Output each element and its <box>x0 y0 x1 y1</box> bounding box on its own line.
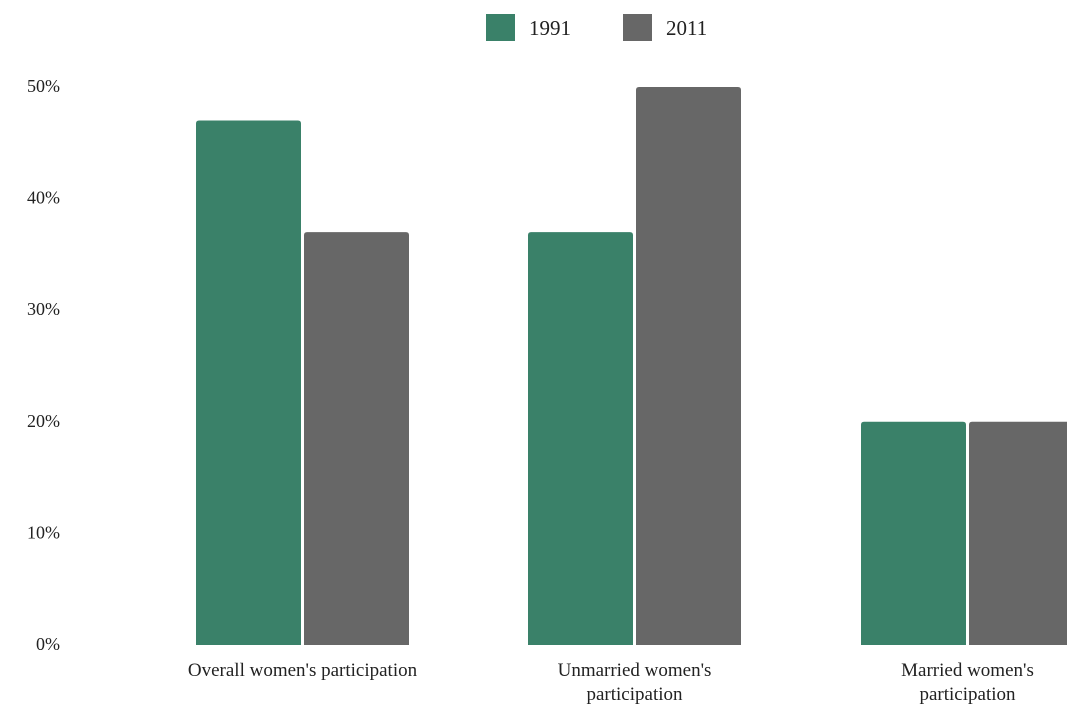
y-tick-label: 40% <box>27 188 60 208</box>
x-tick-label: Married women's <box>901 660 1034 681</box>
legend-label: 2011 <box>666 16 707 40</box>
y-tick-label: 20% <box>27 411 60 431</box>
legend-item-1991: 1991 <box>486 14 571 41</box>
bar-1991-3 <box>861 421 966 645</box>
legend-swatch <box>623 14 652 41</box>
bar-group <box>196 87 1067 646</box>
bar-1991-1 <box>196 120 301 646</box>
y-tick-label: 30% <box>27 299 60 319</box>
x-tick-label: Overall women's participation <box>188 660 418 681</box>
y-tick-label: 10% <box>27 522 60 542</box>
bar-1991-2 <box>528 232 633 645</box>
x-axis: Overall women's participation Unmarried w… <box>188 660 1034 705</box>
bar-2011-3 <box>969 421 1067 645</box>
legend-swatch <box>486 14 515 41</box>
bar-2011-1 <box>304 232 409 645</box>
x-tick-label: participation <box>586 684 683 705</box>
y-axis: 0% 10% 20% 30% 40% 50% <box>27 76 60 654</box>
x-tick-label: Unmarried women's <box>558 660 712 681</box>
legend-item-2011: 2011 <box>623 14 707 41</box>
y-tick-label: 0% <box>36 634 60 654</box>
bar-2011-2 <box>636 87 741 645</box>
legend-label: 1991 <box>529 16 571 40</box>
chart-legend: 1991 2011 <box>486 14 707 41</box>
y-tick-label: 50% <box>27 76 60 96</box>
x-tick-label: participation <box>919 684 1016 705</box>
